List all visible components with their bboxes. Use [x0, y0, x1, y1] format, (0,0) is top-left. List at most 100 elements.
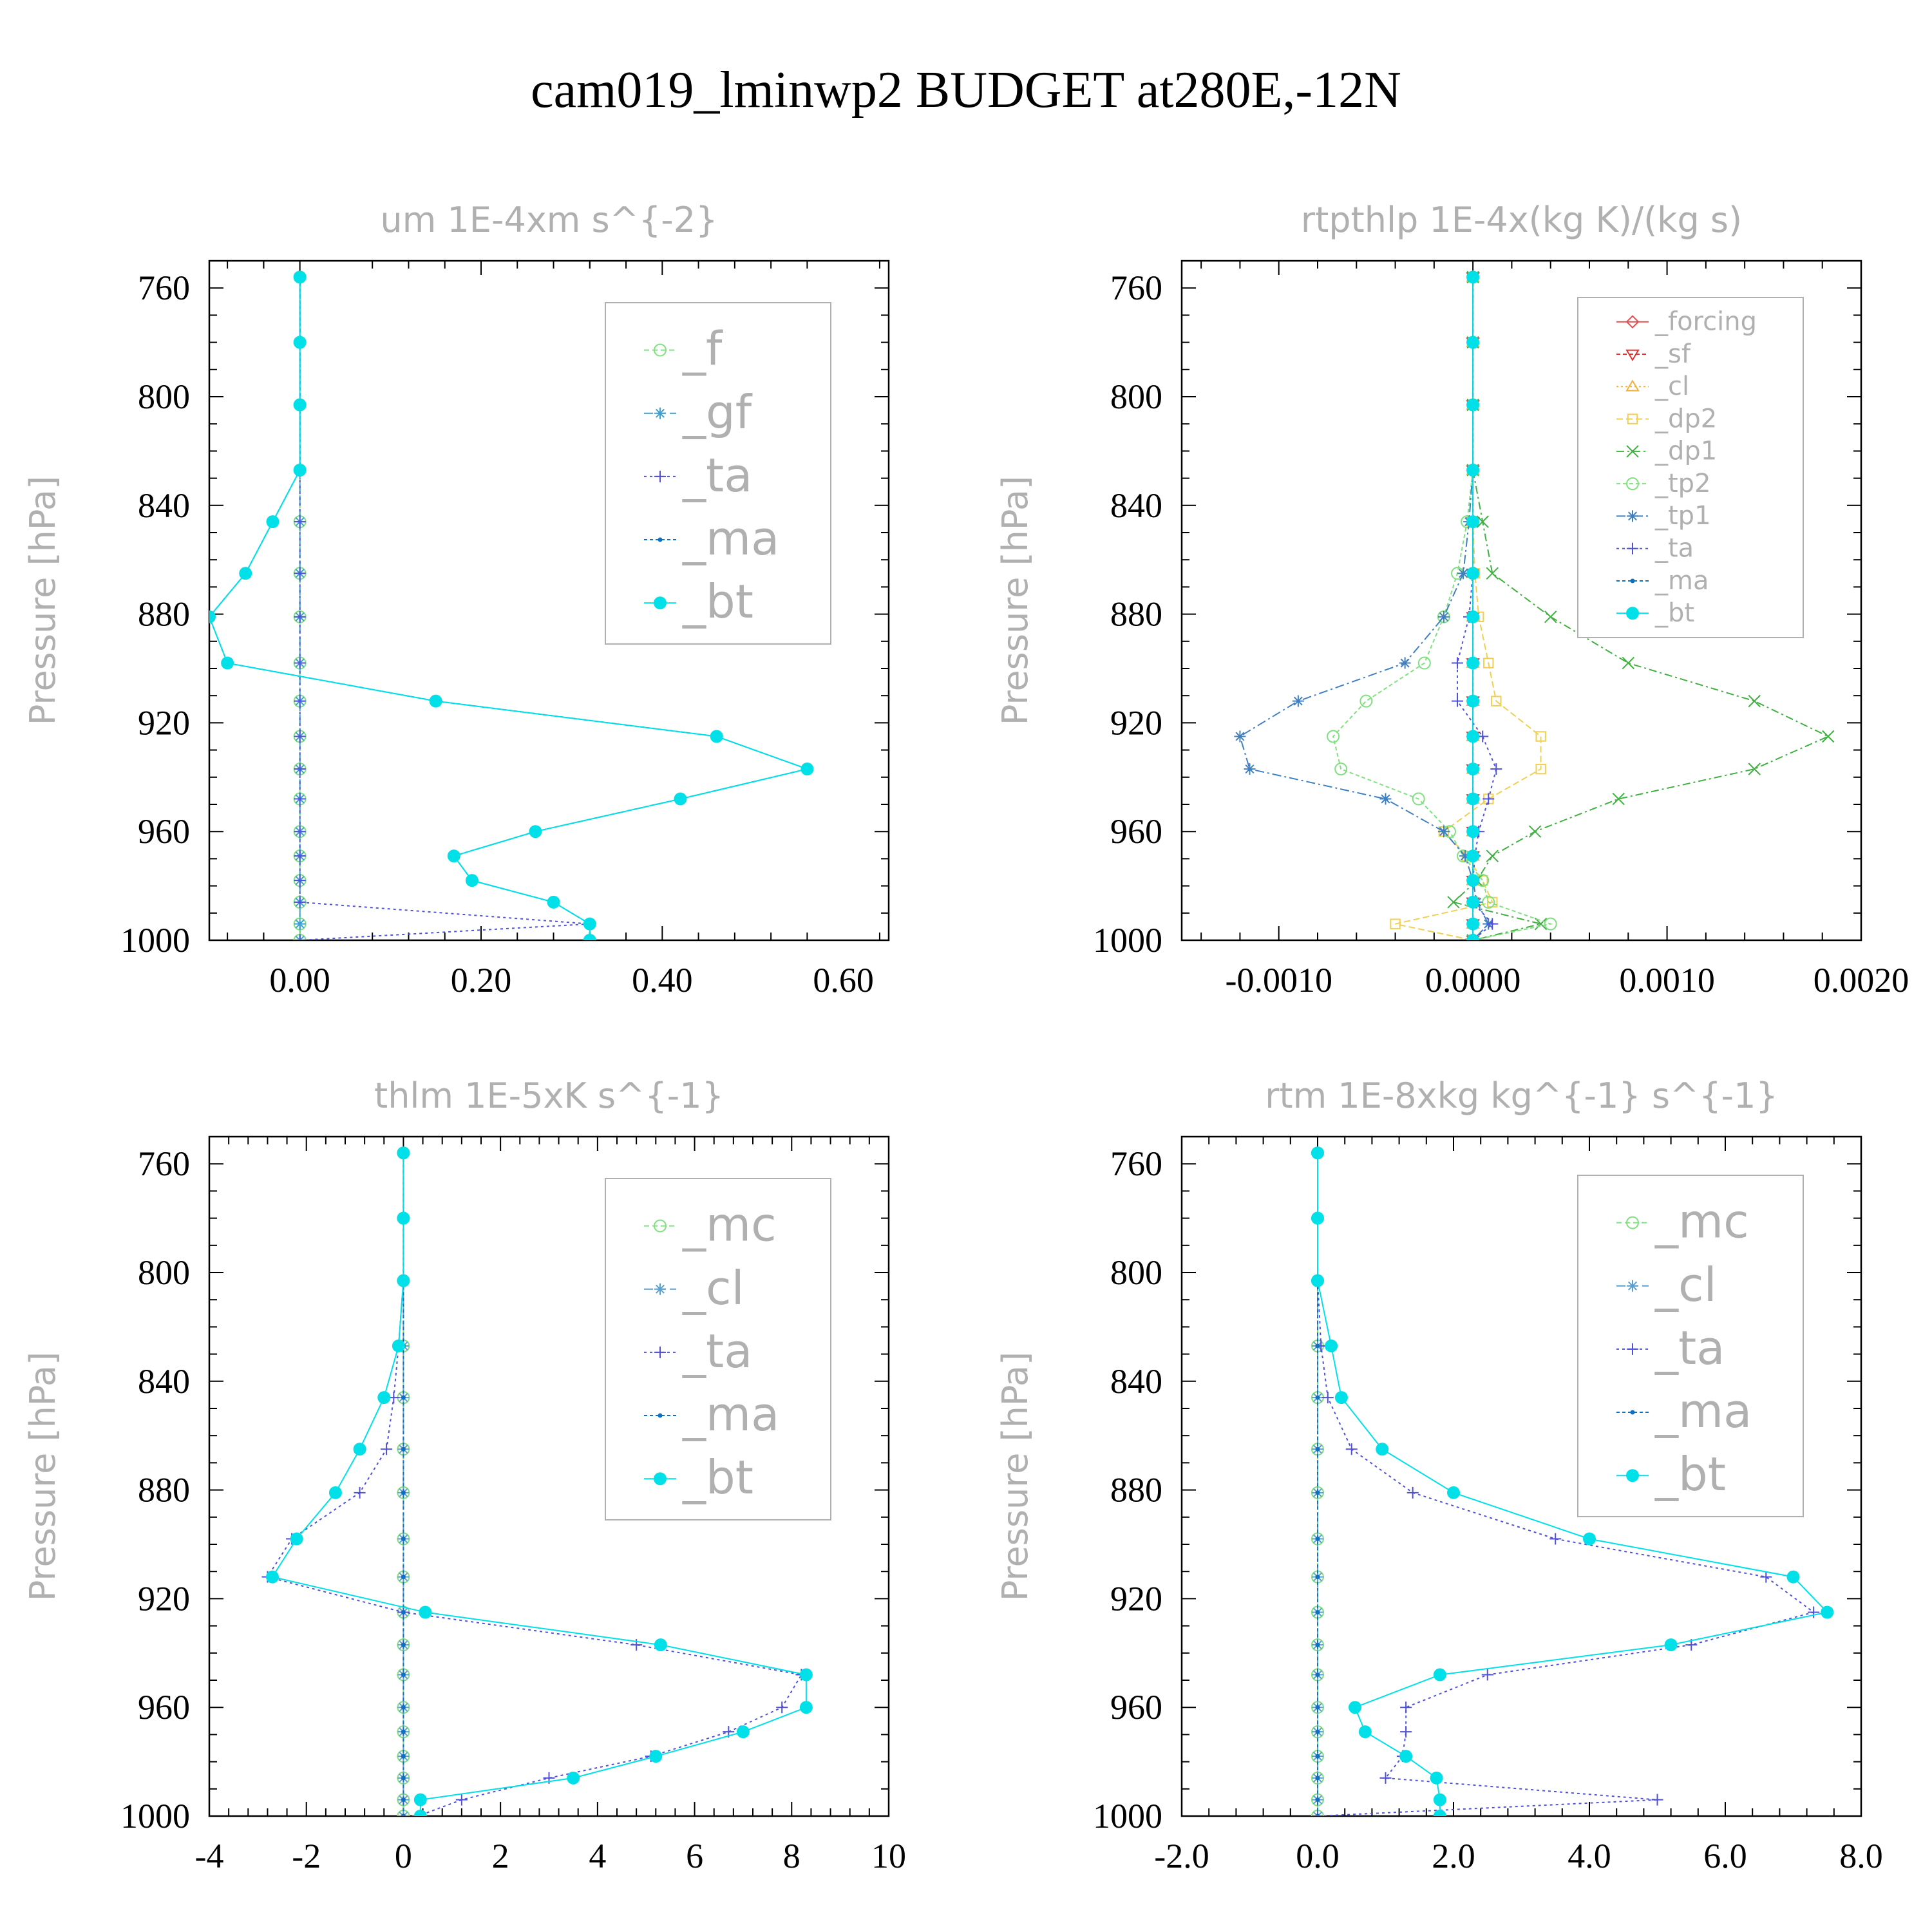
data-point-dp1 — [1534, 917, 1548, 931]
data-point-tp1 — [1399, 657, 1411, 669]
series-group — [261, 1146, 813, 1816]
data-point-bt — [1466, 762, 1480, 776]
data-point-ta — [1321, 1392, 1334, 1404]
data-point-ta — [294, 730, 306, 743]
data-point-bt — [413, 1810, 427, 1816]
y-tick-label: 840 — [138, 1362, 190, 1401]
legend-label: _dp1 — [1654, 437, 1717, 466]
data-point-tp1 — [1457, 567, 1470, 580]
legend-label: _ma — [682, 511, 779, 565]
data-point-bt — [1349, 1701, 1362, 1714]
data-point-bt — [1311, 1211, 1324, 1225]
panel-title: thlm 1E-5xK s^{-1} — [374, 1075, 724, 1116]
data-point-tp2 — [1327, 730, 1340, 743]
x-tick-label: 0.0020 — [1814, 961, 1909, 999]
data-point-ta — [776, 1701, 788, 1714]
y-tick-label: 800 — [138, 1253, 190, 1292]
legend-marker — [1625, 315, 1640, 329]
legend-marker — [654, 596, 667, 610]
data-point-bt — [1433, 1810, 1446, 1816]
y-tick-label: 800 — [138, 377, 190, 416]
data-point-ma — [1315, 1814, 1320, 1816]
data-point-bt — [583, 934, 596, 940]
data-point-ma — [401, 1490, 406, 1495]
data-point-bt — [392, 1339, 405, 1352]
data-point-bt — [799, 1668, 813, 1681]
data-point-bt — [209, 610, 216, 623]
data-point-ta — [294, 793, 306, 805]
data-point-ta — [1400, 1726, 1412, 1738]
y-tick-label: 1000 — [120, 921, 190, 960]
legend-marker — [1627, 542, 1638, 554]
data-point-bt — [1466, 270, 1480, 284]
data-point-bt — [736, 1725, 750, 1739]
legend-label: _ma — [682, 1387, 779, 1441]
x-tick-label: 0.0 — [1296, 1837, 1340, 1875]
y-tick-label: 760 — [1110, 269, 1162, 307]
data-point-dp2 — [1535, 763, 1546, 775]
data-point-bt — [529, 825, 542, 838]
panel-title: rtpthlp 1E-4x(kg K)/(kg s) — [1301, 200, 1742, 240]
y-tick-label: 880 — [1110, 1471, 1162, 1510]
data-point-bt — [1466, 656, 1480, 670]
data-point-dp1 — [1476, 515, 1489, 528]
y-tick-label: 920 — [1110, 703, 1162, 742]
data-point-bt — [567, 1771, 580, 1785]
data-point-ma — [401, 1672, 406, 1678]
data-point-ta — [294, 934, 306, 940]
data-point-ta — [294, 516, 306, 528]
data-point-bt — [1399, 1750, 1413, 1763]
data-point-bt — [1664, 1638, 1678, 1652]
data-point-bt — [800, 762, 814, 776]
data-point-dp1 — [1486, 567, 1499, 580]
x-tick-label: -2.0 — [1154, 1837, 1209, 1875]
x-tick-label: 0.60 — [813, 961, 874, 999]
data-point-ma — [401, 1446, 406, 1452]
data-point-ta — [1486, 918, 1499, 930]
data-point-ma — [1315, 1610, 1320, 1615]
y-tick-label: 800 — [1110, 377, 1162, 416]
data-point-ta — [1808, 1606, 1820, 1618]
data-point-bt — [1466, 398, 1480, 412]
data-point-dp1 — [1486, 849, 1499, 862]
data-point-tp1 — [1234, 730, 1246, 743]
data-point-bt — [1447, 1486, 1460, 1499]
data-point-ma — [401, 1797, 406, 1803]
data-point-ma — [1315, 1729, 1320, 1734]
legend: _f _gf _ta _ma _bt — [605, 302, 831, 645]
data-point-bt — [674, 792, 687, 806]
data-point-bt — [397, 1146, 410, 1160]
x-tick-label: -4 — [195, 1837, 224, 1875]
panel-title: rtm 1E-8xkg kg^{-1} s^{-1} — [1265, 1075, 1778, 1116]
legend: _mc _cl _ta _ma _bt — [605, 1178, 831, 1520]
data-point-dp1 — [1748, 694, 1761, 708]
data-point-dp1 — [1612, 792, 1625, 806]
data-point-ta — [294, 657, 306, 669]
x-tick-label: -0.0010 — [1225, 961, 1332, 999]
data-point-bt — [1466, 463, 1480, 477]
legend-label: _ta — [682, 448, 752, 502]
y-axis-label: Pressure [hPa] — [23, 476, 63, 725]
data-point-bt — [293, 398, 307, 412]
x-tick-label: 4.0 — [1567, 1837, 1611, 1875]
data-point-bt — [397, 1274, 410, 1287]
y-tick-label: 960 — [138, 812, 190, 851]
data-point-bt — [1466, 895, 1480, 909]
data-point-ma — [401, 1705, 406, 1710]
data-point-ma — [401, 1395, 406, 1400]
data-point-bt — [1583, 1532, 1596, 1546]
legend-label: _f — [682, 322, 723, 376]
data-point-ma — [1315, 1395, 1320, 1400]
plot-frame — [208, 260, 890, 942]
data-point-bt — [1466, 610, 1480, 623]
data-point-ta — [381, 1443, 393, 1455]
data-point-tp2 — [1482, 895, 1495, 909]
data-point-bt — [710, 730, 723, 743]
data-point-ma — [1315, 1705, 1320, 1710]
data-point-bt — [1821, 1605, 1834, 1619]
legend-label: _tp2 — [1654, 469, 1711, 498]
data-point-bt — [377, 1391, 391, 1405]
data-point-bt — [649, 1750, 663, 1763]
data-point-dp1 — [1447, 896, 1460, 909]
